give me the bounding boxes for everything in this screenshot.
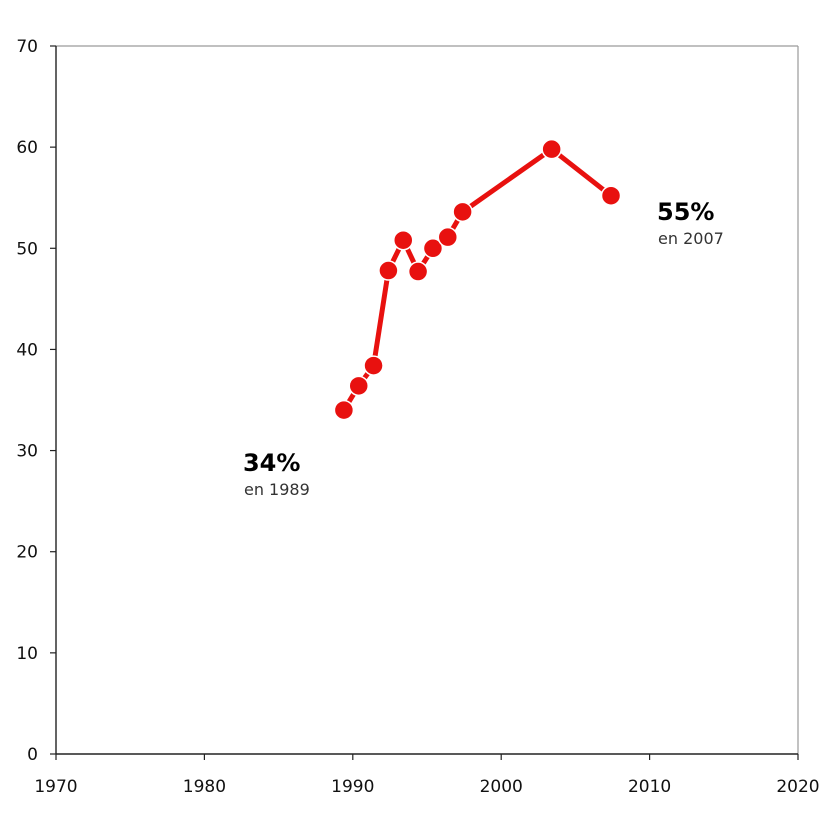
data-point [600, 185, 622, 206]
data-point [333, 399, 355, 421]
annotation-end: 55% en 2007 [657, 198, 724, 248]
annotation-start-value: 34% [243, 449, 300, 477]
annotation-start: 34% en 1989 [243, 449, 310, 499]
data-point [393, 229, 414, 251]
x-tick-label: 1970 [34, 777, 77, 797]
x-tick-label: 2020 [776, 777, 819, 797]
data-point [437, 226, 459, 248]
x-tick-label: 2010 [628, 777, 671, 797]
data-point [452, 201, 473, 223]
y-tick-label: 0 [27, 745, 38, 765]
series-layer [333, 138, 622, 421]
data-point [348, 375, 369, 397]
y-tick-label: 20 [16, 543, 38, 563]
data-point [407, 261, 429, 282]
y-tick-label: 70 [16, 37, 38, 57]
y-tick-label: 10 [16, 644, 38, 664]
plot-frame [55, 45, 799, 755]
x-axis: 1970 1980 1990 2000 2010 2020 [34, 754, 820, 797]
annotation-end-value: 55% [657, 198, 714, 226]
y-tick-label: 50 [16, 239, 38, 259]
y-tick-label: 40 [16, 340, 38, 360]
data-point [363, 355, 384, 376]
data-point [378, 260, 399, 281]
x-tick-label: 1980 [183, 777, 226, 797]
x-tick-label: 1990 [331, 777, 374, 797]
x-tick-label: 2000 [480, 777, 523, 797]
annotation-start-note: en 1989 [244, 480, 310, 499]
y-tick-label: 30 [16, 442, 38, 462]
y-axis: 0 10 20 30 40 50 60 70 [16, 37, 56, 765]
data-point [541, 138, 562, 160]
y-tick-label: 60 [16, 138, 38, 158]
annotation-end-note: en 2007 [658, 229, 724, 248]
data-point [422, 238, 444, 259]
